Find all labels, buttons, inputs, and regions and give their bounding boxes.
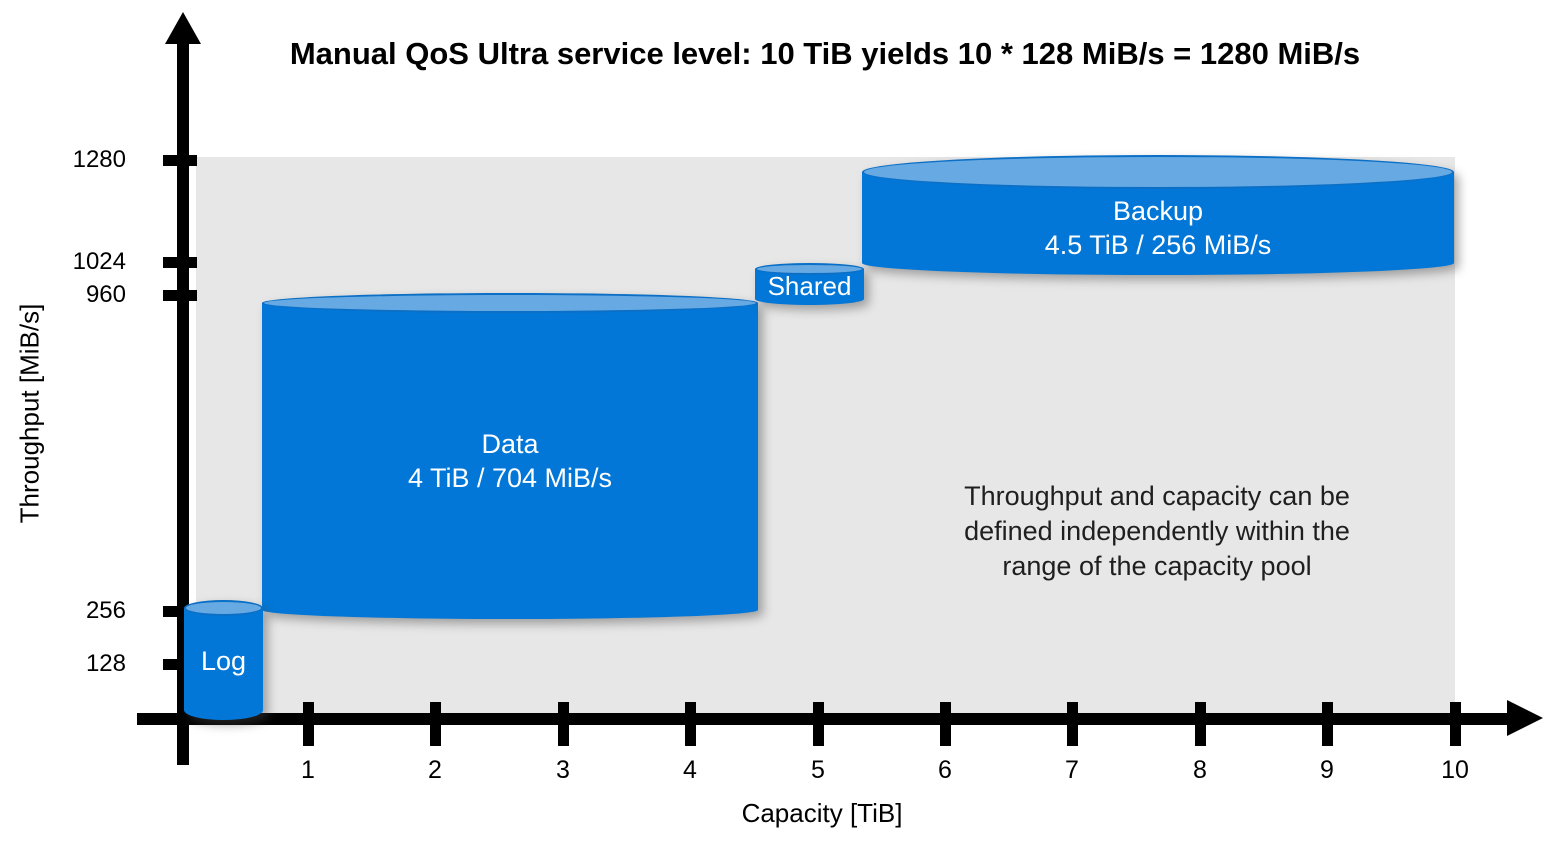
pool-annotation-line-3: range of the capacity pool — [1002, 551, 1312, 581]
volume-backup-labels: Backup 4.5 TiB / 256 MiB/s — [862, 182, 1454, 273]
cylinder-body — [755, 269, 864, 305]
cylinder-top-face — [184, 600, 263, 616]
cylinder-top-face — [755, 263, 864, 275]
x-tick-label: 2 — [428, 756, 442, 784]
cylinder-top-face — [862, 155, 1454, 189]
y-tick-label: 1024 — [72, 248, 126, 275]
x-tick-label: 9 — [1320, 756, 1334, 784]
x-tick-mark — [1450, 702, 1461, 746]
x-tick-label: 6 — [938, 756, 952, 784]
y-tick-mark — [163, 606, 197, 617]
pool-annotation: Throughput and capacity can be defined i… — [890, 479, 1424, 584]
x-axis-arrow-icon — [1507, 700, 1543, 736]
pool-annotation-line-2: defined independently within the — [964, 516, 1350, 546]
y-tick-label: 256 — [85, 597, 126, 624]
cylinder-top-face — [262, 293, 758, 313]
cylinder-body — [862, 172, 1454, 275]
x-tick-mark — [1067, 702, 1078, 746]
pool-annotation-line-1: Throughput and capacity can be — [964, 481, 1350, 511]
volume-shared-label: Shared — [767, 271, 852, 301]
volume-backup-label: Backup — [1112, 195, 1204, 226]
x-axis-title: Capacity [TiB] — [741, 798, 903, 828]
y-tick-mark — [163, 659, 197, 670]
x-tick-label: 5 — [811, 756, 825, 784]
x-tick-label: 3 — [556, 756, 570, 784]
x-tick-mark — [303, 702, 314, 746]
x-tick-mark — [813, 702, 824, 746]
volume-backup-sublabel: 4.5 TiB / 256 MiB/s — [1044, 229, 1272, 260]
y-axis-title: Throughput [MiB/s] — [14, 303, 45, 524]
x-tick-mark — [558, 702, 569, 746]
y-tick-label: 960 — [85, 281, 126, 308]
x-tick-mark — [1322, 702, 1333, 746]
y-axis-arrow-icon — [165, 12, 201, 44]
y-tick-mark — [163, 290, 197, 301]
x-tick-label: 4 — [683, 756, 697, 784]
volume-data-label: Data — [481, 428, 539, 459]
x-tick-label: 10 — [1441, 756, 1469, 784]
cylinder-body — [262, 303, 758, 619]
volume-log-labels: Log — [184, 610, 263, 712]
volume-shared-labels: Shared — [755, 271, 864, 301]
y-tick-mark — [163, 155, 197, 166]
y-axis-line — [177, 36, 189, 765]
volume-log-label: Log — [200, 646, 247, 676]
y-tick-mark — [163, 257, 197, 268]
y-tick-label: 128 — [85, 650, 126, 677]
x-tick-mark — [1195, 702, 1206, 746]
x-tick-label: 1 — [301, 756, 315, 784]
cylinder-body — [184, 608, 263, 720]
x-tick-mark — [685, 702, 696, 746]
volume-data-sublabel: 4 TiB / 704 MiB/s — [407, 462, 613, 493]
x-tick-label: 8 — [1193, 756, 1207, 784]
y-tick-label: 1280 — [72, 146, 126, 173]
x-tick-mark — [940, 702, 951, 746]
volume-data-labels: Data 4 TiB / 704 MiB/s — [262, 307, 758, 614]
chart-title: Manual QoS Ultra service level: 10 TiB y… — [289, 36, 1361, 71]
x-tick-label: 7 — [1065, 756, 1079, 784]
x-tick-mark — [430, 702, 441, 746]
